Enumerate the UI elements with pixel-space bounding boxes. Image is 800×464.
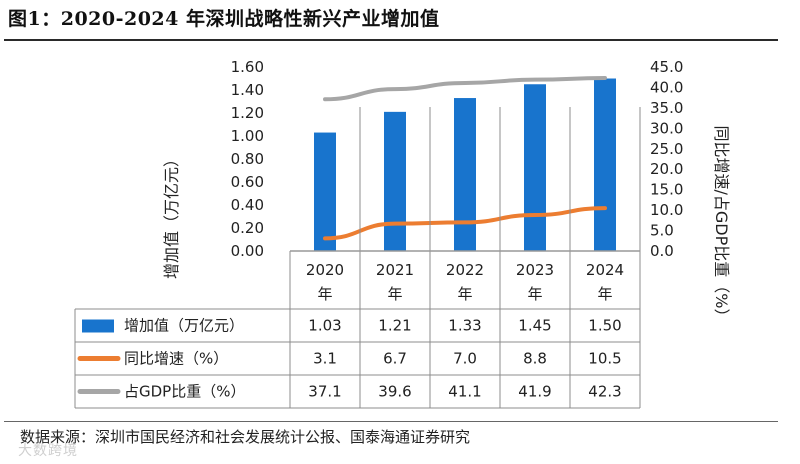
right-axis-tick: 40.0 bbox=[650, 78, 683, 96]
table-cell: 41.9 bbox=[518, 383, 551, 401]
axis-titles: 增加值（万亿元） 同比增速/占GDP比重（%） bbox=[162, 126, 731, 325]
left-axis-tick: 0.40 bbox=[231, 196, 264, 214]
left-axis-tick: 0.80 bbox=[231, 150, 264, 168]
bar-2024 bbox=[594, 78, 616, 251]
category-label: 2022 bbox=[446, 261, 484, 279]
right-axis-title: 同比增速/占GDP比重（%） bbox=[712, 126, 731, 325]
table-cell: 1.50 bbox=[588, 317, 621, 335]
left-axis-tick: 1.20 bbox=[231, 104, 264, 122]
left-axis-ticks: 0.00 0.20 0.40 0.60 0.80 1.00 1.20 1.40 1.60 bbox=[231, 58, 264, 260]
category-suffix: 年 bbox=[597, 285, 612, 303]
right-axis-tick: 35.0 bbox=[650, 99, 683, 117]
bar-2021 bbox=[384, 111, 406, 251]
right-axis-tick: 45.0 bbox=[650, 58, 683, 76]
category-suffix: 年 bbox=[387, 285, 402, 303]
right-axis-tick: 10.0 bbox=[650, 201, 683, 219]
left-axis-tick: 1.00 bbox=[231, 127, 264, 145]
right-axis-tick: 20.0 bbox=[650, 160, 683, 178]
line-series bbox=[323, 76, 607, 241]
gdp-share-line bbox=[323, 76, 607, 102]
left-axis-tick: 0.20 bbox=[231, 219, 264, 237]
source-note: 数据来源：深圳市国民经济和社会发展统计公报、国泰海通证券研究 bbox=[20, 428, 471, 446]
series-label: 同比增速（%） bbox=[124, 350, 228, 368]
legend-bar-swatch bbox=[82, 319, 114, 333]
bar-series bbox=[314, 78, 616, 251]
right-axis-tick: 30.0 bbox=[650, 119, 683, 137]
category-suffix: 年 bbox=[317, 285, 332, 303]
category-label: 2020 bbox=[306, 261, 344, 279]
category-label: 2021 bbox=[376, 261, 414, 279]
category-label: 2024 bbox=[586, 261, 624, 279]
figure-title: 图1：2020-2024 年深圳战略性新兴产业增加值 bbox=[8, 8, 440, 30]
left-axis-tick: 0.60 bbox=[231, 173, 264, 191]
left-axis-title: 增加值（万亿元） bbox=[162, 151, 181, 279]
table-cell: 8.8 bbox=[523, 350, 547, 368]
table-cell: 42.3 bbox=[588, 383, 621, 401]
table-cell: 10.5 bbox=[588, 350, 621, 368]
title-divider bbox=[4, 39, 778, 41]
table-cell: 39.6 bbox=[378, 383, 411, 401]
series-label: 增加值（万亿元） bbox=[124, 317, 244, 335]
table-cell: 37.1 bbox=[308, 383, 341, 401]
category-suffix: 年 bbox=[457, 285, 472, 303]
table-cell: 7.0 bbox=[453, 350, 477, 368]
table-cell: 6.7 bbox=[383, 350, 407, 368]
bar-2023 bbox=[524, 84, 546, 251]
category-suffix: 年 bbox=[527, 285, 542, 303]
right-axis-tick: 5.0 bbox=[650, 222, 674, 240]
table-cell: 1.33 bbox=[448, 317, 481, 335]
left-axis-tick: 0.00 bbox=[231, 242, 264, 260]
right-axis-tick: 0.0 bbox=[650, 242, 674, 260]
left-axis-tick: 1.40 bbox=[231, 81, 264, 99]
table-cell: 41.1 bbox=[448, 383, 481, 401]
table-cell: 1.03 bbox=[308, 317, 341, 335]
bar-2020 bbox=[314, 132, 336, 251]
series-label: 占GDP比重（%） bbox=[124, 383, 245, 401]
left-axis-tick: 1.60 bbox=[231, 58, 264, 76]
table-cell: 1.45 bbox=[518, 317, 551, 335]
right-axis-tick: 25.0 bbox=[650, 140, 683, 158]
watermark: 大数跨境 bbox=[18, 443, 78, 459]
table-cell: 1.21 bbox=[378, 317, 411, 335]
category-label: 2023 bbox=[516, 261, 554, 279]
source-divider bbox=[4, 421, 778, 422]
table-cell: 3.1 bbox=[313, 350, 337, 368]
right-axis-ticks: 0.0 5.0 10.0 15.0 20.0 25.0 30.0 35.0 40.0 45.0 bbox=[650, 58, 683, 260]
yoy-growth-line bbox=[323, 206, 607, 241]
bar-2022 bbox=[454, 98, 476, 251]
right-axis-tick: 15.0 bbox=[650, 181, 683, 199]
